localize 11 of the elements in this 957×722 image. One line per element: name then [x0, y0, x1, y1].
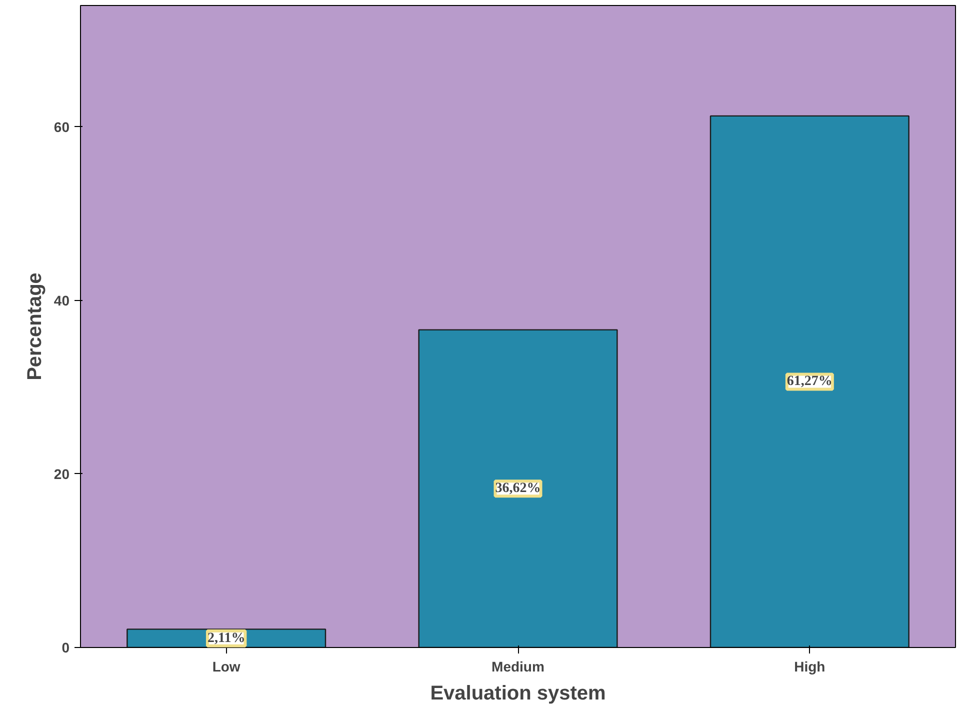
y-tick-label: 40 — [54, 292, 70, 308]
y-tick-label: 20 — [54, 466, 70, 482]
y-axis-title: Percentage — [24, 272, 46, 380]
y-tick-label: 0 — [62, 640, 70, 656]
x-tick-label: Medium — [492, 658, 544, 674]
x-axis-title: Evaluation system — [430, 682, 606, 704]
x-tick-label: Low — [212, 658, 240, 674]
bar — [710, 115, 910, 648]
bar — [418, 329, 618, 648]
y-tick-label: 60 — [54, 118, 70, 135]
x-tick-label: High — [794, 658, 826, 674]
